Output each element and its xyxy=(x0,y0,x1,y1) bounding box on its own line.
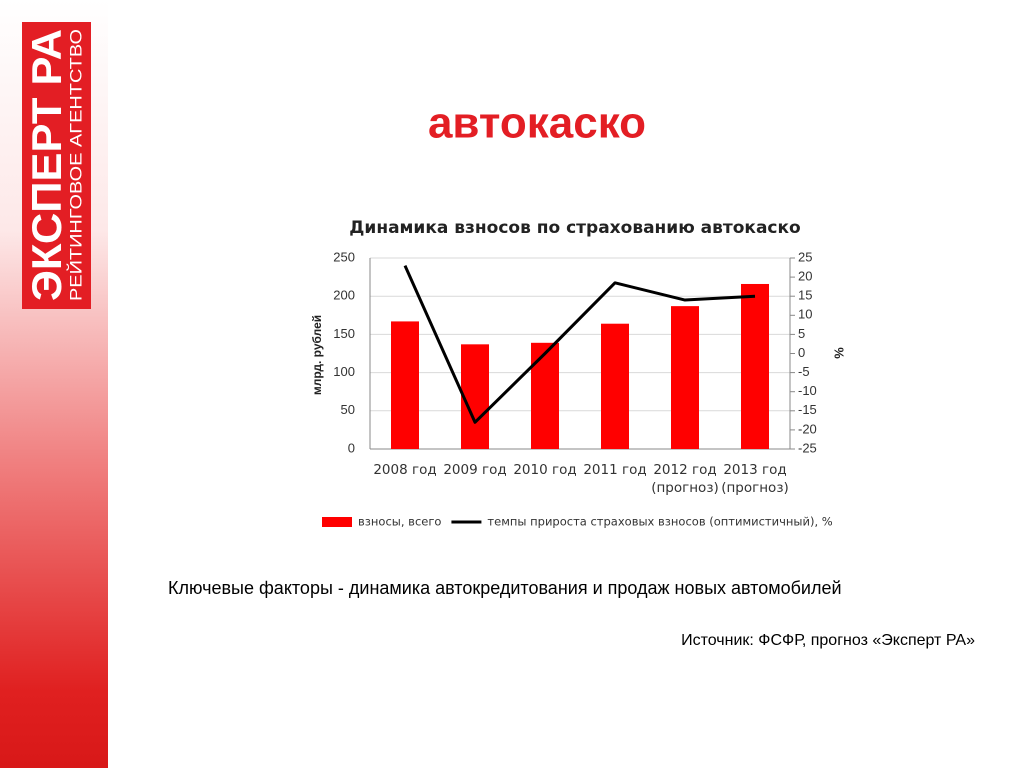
legend-label: темпы прироста страховых взносов (оптими… xyxy=(487,515,832,529)
bar xyxy=(461,344,489,449)
bar xyxy=(741,283,769,449)
bar xyxy=(601,323,629,449)
legend-swatch xyxy=(322,517,352,527)
y-tick-label: 250 xyxy=(333,249,355,264)
y-axis-label: млрд. рублей xyxy=(310,315,324,395)
y2-tick-label: 0 xyxy=(798,345,805,360)
logo-name: ЭКСПЕРТ РА xyxy=(23,29,70,301)
y2-tick-label: 10 xyxy=(798,307,812,322)
y2-tick-label: -20 xyxy=(798,421,817,436)
x-tick-label: 2009 год xyxy=(443,462,507,478)
x-tick-label: 2008 год xyxy=(373,462,437,478)
y2-tick-label: 5 xyxy=(798,326,805,341)
y-tick-label: 200 xyxy=(333,288,355,303)
y2-axis-label: % xyxy=(832,347,847,359)
source: Источник: ФСФР, прогноз «Эксперт РА» xyxy=(681,632,975,649)
y-tick-label: 50 xyxy=(341,402,355,417)
x-tick-label: 2013 год (прогноз) xyxy=(721,462,789,496)
y2-tick-label: 25 xyxy=(798,249,812,264)
y2-tick-label: 20 xyxy=(798,269,812,284)
y2-tick-label: -5 xyxy=(798,364,810,379)
line xyxy=(403,265,756,424)
y2-tick-label: -25 xyxy=(798,440,817,455)
x-tick-label: 2010 год xyxy=(513,462,577,478)
slide-title: автокаско xyxy=(428,99,646,148)
y2-tick-label: -10 xyxy=(798,383,817,398)
note: Ключевые факторы - динамика автокредитов… xyxy=(168,578,842,598)
bar xyxy=(671,306,699,449)
y-tick-label: 100 xyxy=(333,364,355,379)
chart-title: Динамика взносов по страхованию автокаск… xyxy=(349,218,800,238)
logo-box xyxy=(22,22,91,309)
bar xyxy=(391,321,419,449)
legend-label: взносы, всего xyxy=(358,515,441,529)
x-tick-label: 2012 год (прогноз) xyxy=(651,462,719,496)
logo-subtitle: РЕЙТИНГОВОЕ АГЕНТСТВО xyxy=(66,29,85,301)
x-tick-label: 2011 год xyxy=(583,462,647,478)
y-tick-label: 150 xyxy=(333,326,355,341)
y2-tick-label: -15 xyxy=(798,402,817,417)
y-tick-label: 0 xyxy=(348,440,355,455)
y2-tick-label: 15 xyxy=(798,288,812,303)
bar xyxy=(531,342,559,449)
